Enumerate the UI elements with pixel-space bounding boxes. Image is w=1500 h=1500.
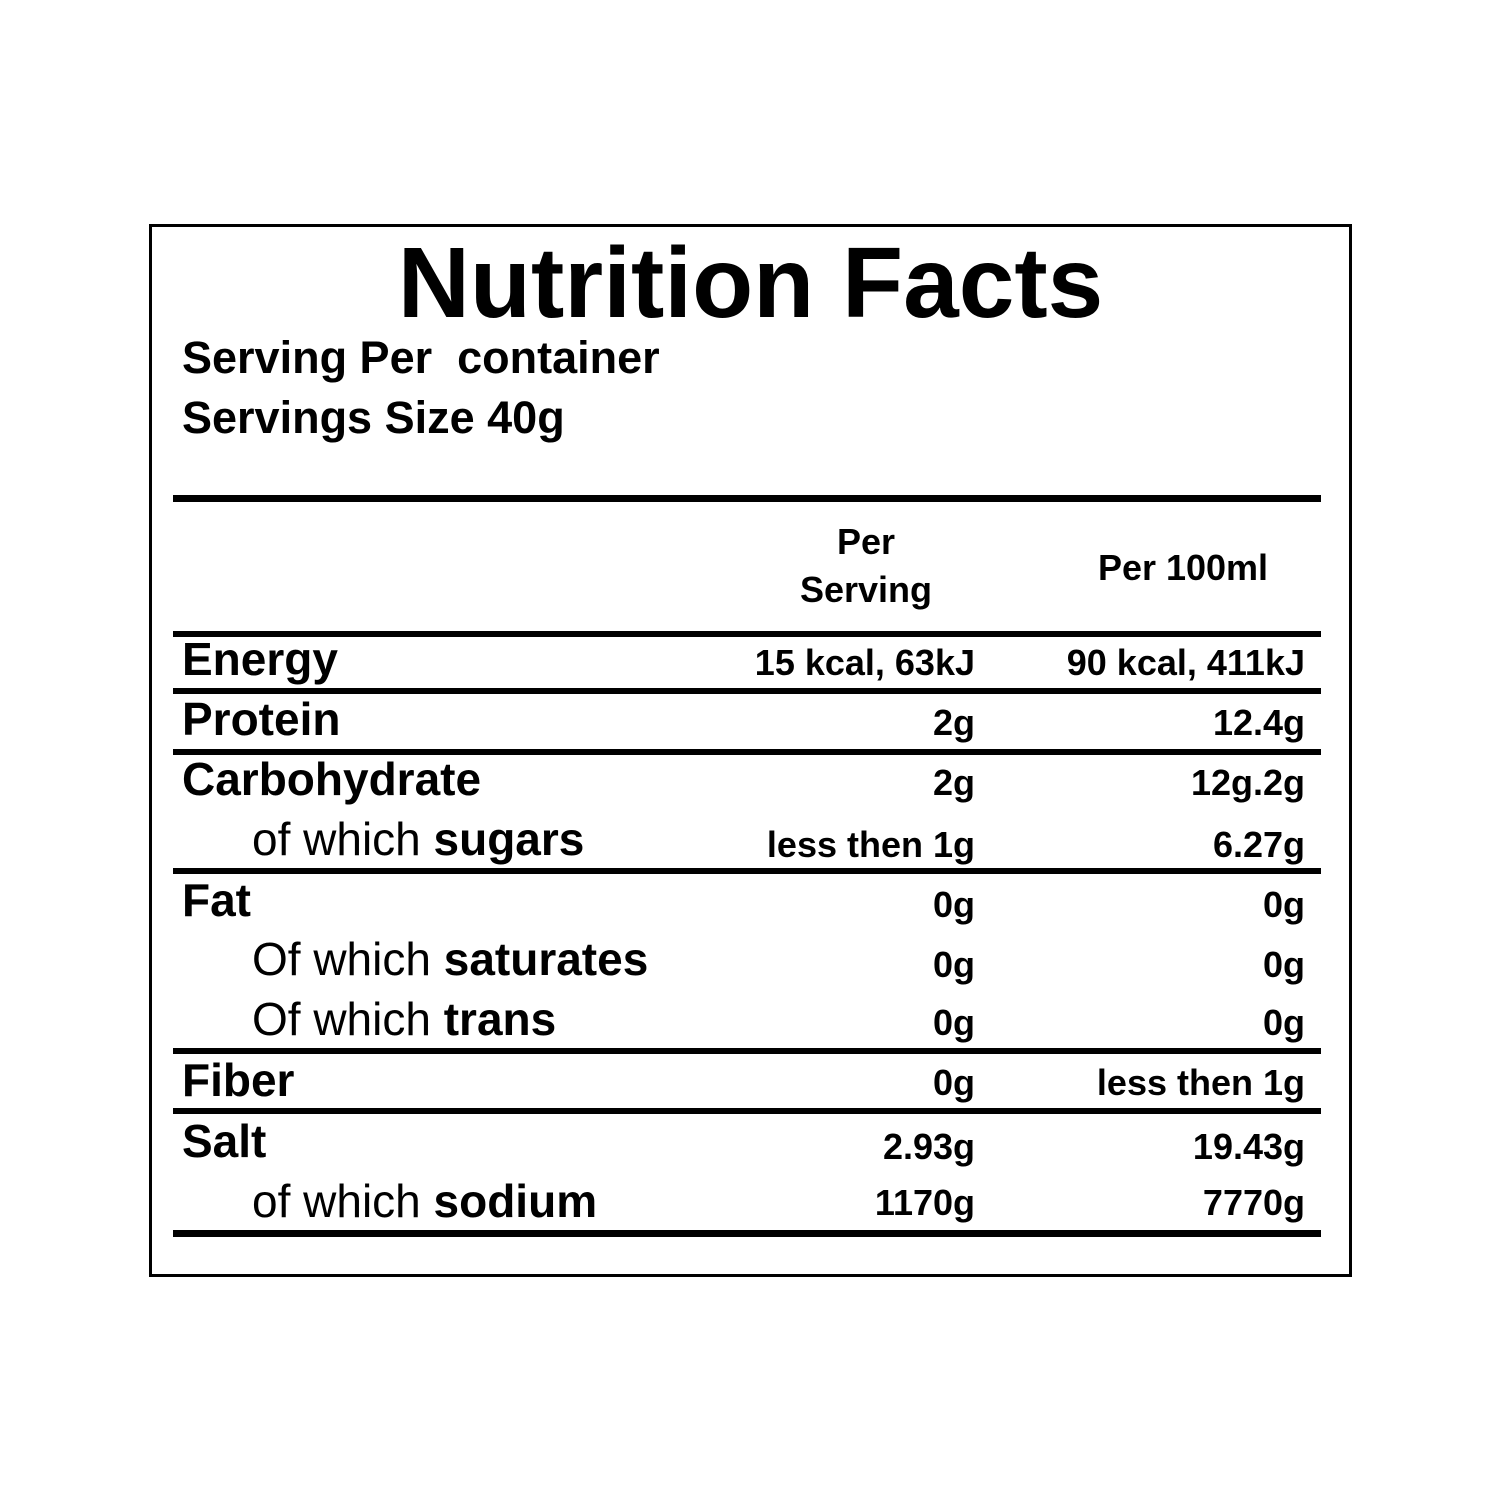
value-fiber-per-100: less then 1g — [1096, 1062, 1305, 1103]
row-label-fat: Fat — [182, 874, 251, 926]
value-energy-per-serving: 15 kcal, 63kJ — [754, 642, 975, 683]
label-border — [149, 224, 1352, 1277]
value-fiber-per-serving: 0g — [932, 1062, 975, 1103]
divider — [173, 868, 1321, 874]
label-main: sodium — [433, 1175, 598, 1227]
label-main: trans — [443, 993, 557, 1045]
label-main: saturates — [443, 933, 649, 985]
divider — [173, 749, 1321, 755]
value-saturates-per-100: 0g — [1262, 944, 1305, 985]
divider-thick — [173, 1230, 1321, 1237]
value-salt-per-100: 19.43g — [1192, 1126, 1305, 1167]
divider — [173, 1048, 1321, 1054]
value-saturates-per-serving: 0g — [932, 944, 975, 985]
value-salt-per-serving: 2.93g — [882, 1126, 975, 1167]
value-fat-per-serving: 0g — [932, 884, 975, 925]
divider — [173, 688, 1321, 694]
label-prefix: of which — [252, 1175, 434, 1227]
value-energy-per-100: 90 kcal, 411kJ — [1066, 642, 1305, 683]
label-prefix: Of which — [252, 933, 444, 985]
row-label-trans: Of which trans — [252, 994, 556, 1044]
value-sugars-per-100: 6.27g — [1212, 824, 1305, 865]
value-protein-per-100: 12.4g — [1212, 702, 1305, 743]
divider-thick — [173, 495, 1321, 502]
row-label-fiber: Fiber — [182, 1054, 295, 1106]
row-label-salt: Salt — [182, 1115, 267, 1167]
value-carbohydrate-per-100: 12g.2g — [1190, 762, 1305, 803]
row-label-energy: Energy — [182, 633, 338, 685]
label-prefix: of which — [252, 813, 434, 865]
header-per-100ml: Per 100ml — [1097, 547, 1269, 588]
value-protein-per-serving: 2g — [932, 702, 975, 743]
label-title: Nutrition Facts — [397, 227, 1104, 339]
value-fat-per-100: 0g — [1262, 884, 1305, 925]
value-trans-per-100: 0g — [1262, 1002, 1305, 1043]
value-trans-per-serving: 0g — [932, 1002, 975, 1043]
value-sodium-per-serving: 1170g — [874, 1182, 975, 1223]
row-label-sodium: of which sodium — [252, 1176, 597, 1226]
serving-per-container: Serving Per container — [182, 332, 660, 383]
value-sugars-per-serving: less then 1g — [766, 824, 975, 865]
divider — [173, 631, 1321, 637]
row-label-protein: Protein — [182, 693, 341, 745]
value-carbohydrate-per-serving: 2g — [932, 762, 975, 803]
divider — [173, 1108, 1321, 1114]
header-per-serving-line1: Per — [836, 521, 896, 562]
row-label-sugars: of which sugars — [252, 814, 584, 864]
label-prefix: Of which — [252, 993, 444, 1045]
value-sodium-per-100: 7770g — [1202, 1182, 1305, 1223]
serving-size: Servings Size 40g — [182, 392, 565, 443]
label-main: sugars — [433, 813, 585, 865]
header-per-serving-line2: Serving — [799, 569, 933, 610]
row-label-saturates: Of which saturates — [252, 934, 648, 984]
row-label-carbohydrate: Carbohydrate — [182, 753, 482, 805]
